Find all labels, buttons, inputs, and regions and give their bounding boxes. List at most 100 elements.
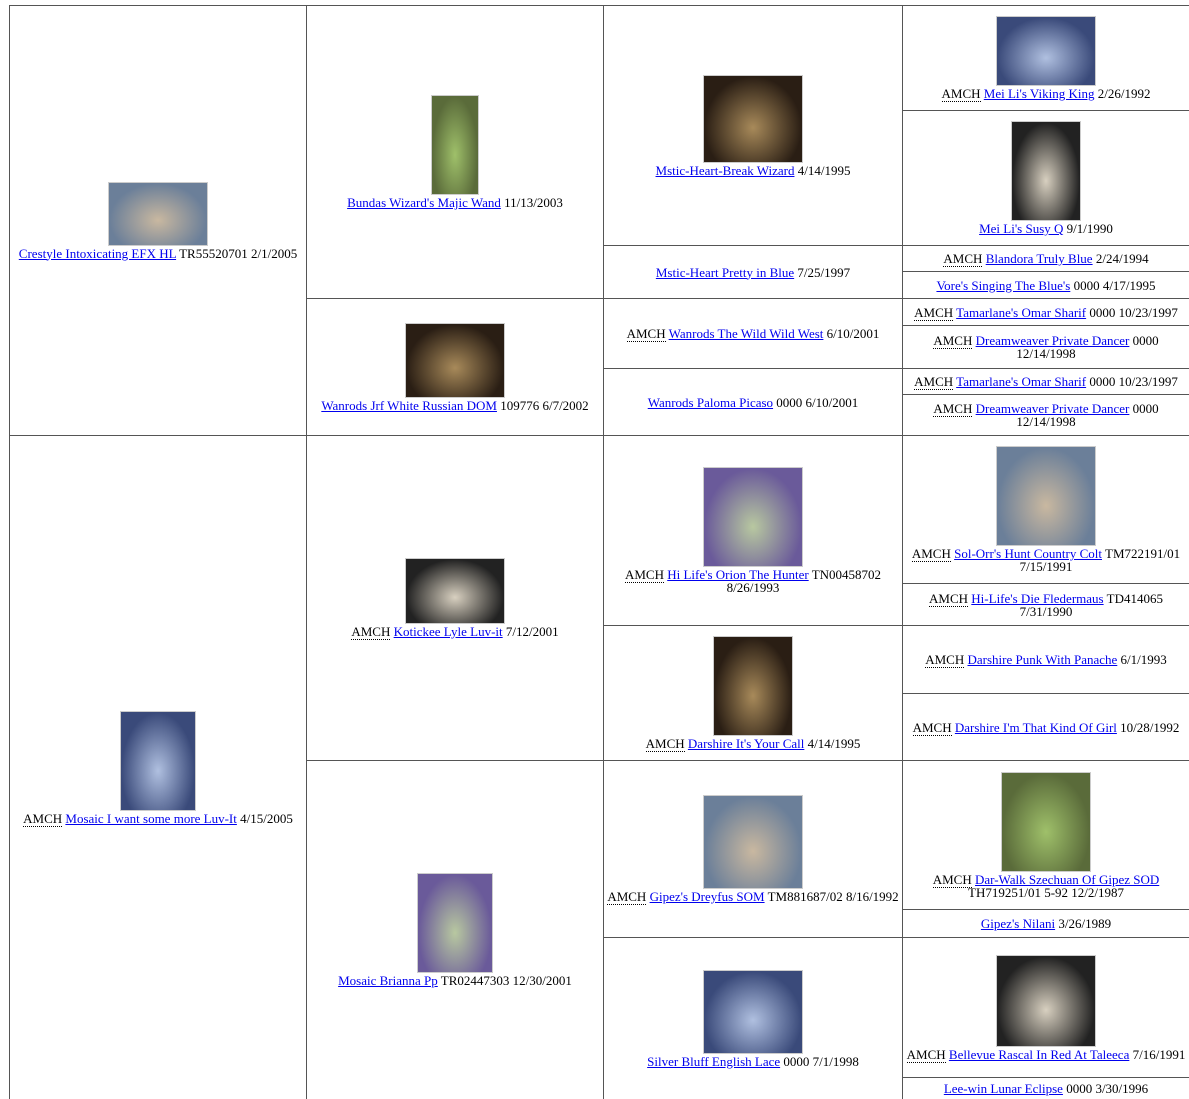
pedigree-cell: AMCH Sol-Orr's Hunt Country Colt TM72219… [902, 435, 1189, 584]
dog-link[interactable]: Bundas Wizard's Majic Wand [347, 195, 501, 210]
title-abbr: AMCH [914, 374, 954, 390]
dog-link[interactable]: Hi-Life's Die Fledermaus [971, 590, 1104, 606]
dog-entry: AMCH Dreamweaver Private Dancer 0000 12/… [905, 333, 1187, 361]
dog-link[interactable]: Darshire Punk With Panache [967, 652, 1118, 667]
pedigree-cell: Mstic-Heart-Break Wizard 4/14/1995 [603, 5, 903, 246]
title-abbr: AMCH [943, 251, 983, 267]
title-abbr: AMCH [929, 590, 969, 607]
pedigree-cell: AMCH Dar-Walk Szechuan Of Gipez SOD TH71… [902, 760, 1189, 910]
dog-info: 0000 10/23/1997 [1089, 374, 1178, 389]
dog-entry: AMCH Darshire I'm That Kind Of Girl 10/2… [912, 719, 1179, 736]
dog-entry: Bundas Wizard's Majic Wand 11/13/2003 [347, 196, 563, 209]
dog-link[interactable]: Kotickee Lyle Luv-it [393, 624, 503, 639]
dog-photo [108, 181, 208, 246]
title-abbr: AMCH [645, 736, 685, 752]
dog-link[interactable]: Mei Li's Viking King [983, 86, 1095, 101]
pedigree-cell: Lee-win Lunar Eclipse 0000 3/30/1996 [902, 1077, 1189, 1099]
dog-link[interactable]: Dar-Walk Szechuan Of Gipez SOD [975, 871, 1160, 887]
dog-photo [1001, 771, 1091, 872]
dog-info: TM881687/02 8/16/1992 [767, 889, 899, 904]
dog-link[interactable]: Blandora Truly Blue [985, 251, 1093, 266]
title-abbr: AMCH [607, 889, 647, 905]
title-abbr: AMCH [351, 624, 391, 640]
pedigree-cell: Crestyle Intoxicating EFX HL TR55520701 … [9, 5, 307, 436]
dog-link[interactable]: Tamarlane's Omar Sharif [956, 304, 1087, 320]
dog-info: 3/26/1989 [1058, 916, 1112, 931]
dog-entry: Mstic-Heart Pretty in Blue 7/25/1997 [656, 266, 850, 279]
pedigree-cell: AMCH Mosaic I want some more Luv-It 4/15… [9, 435, 307, 1099]
dog-link[interactable]: Bellevue Rascal In Red At Taleeca [948, 1046, 1130, 1062]
dog-entry: Lee-win Lunar Eclipse 0000 3/30/1996 [944, 1082, 1148, 1095]
dog-info: 0000 12/14/1998 [1016, 401, 1159, 429]
dog-entry: Wanrods Paloma Picaso 0000 6/10/2001 [648, 396, 859, 409]
dog-link[interactable]: Lee-win Lunar Eclipse [943, 1081, 1063, 1096]
dog-info: 6/1/1993 [1120, 652, 1167, 667]
dog-link[interactable]: Mstic-Heart-Break Wizard [655, 162, 795, 178]
dog-info: 2/24/1994 [1095, 251, 1149, 266]
dog-entry: AMCH Tamarlane's Omar Sharif 0000 10/23/… [914, 374, 1178, 390]
pedigree-cell: AMCH Tamarlane's Omar Sharif 0000 10/23/… [902, 298, 1189, 326]
dog-link[interactable]: Dreamweaver Private Dancer [975, 333, 1130, 348]
dog-link[interactable]: Sol-Orr's Hunt Country Colt [954, 546, 1102, 561]
title-abbr: AMCH [23, 810, 63, 827]
title-abbr: AMCH [941, 86, 981, 102]
dog-info: 0000 12/14/1998 [1016, 333, 1159, 361]
dog-link[interactable]: Wanrods Jrf White Russian DOM [321, 397, 497, 413]
dog-entry: Mstic-Heart-Break Wizard 4/14/1995 [656, 164, 851, 177]
dog-info: 0000 6/10/2001 [776, 394, 859, 410]
pedigree-cell: AMCH Hi-Life's Die Fledermaus TD414065 7… [902, 583, 1189, 626]
dog-info: TH719251/01 5-92 12/2/1987 [968, 884, 1124, 900]
dog-info: 11/13/2003 [504, 195, 563, 210]
dog-info: 0000 7/1/1998 [783, 1053, 859, 1069]
dog-photo [996, 446, 1096, 546]
title-abbr: AMCH [624, 567, 664, 583]
dog-entry: AMCH Dreamweaver Private Dancer 0000 12/… [905, 401, 1187, 429]
dog-info: 2/26/1992 [1097, 86, 1151, 101]
dog-link[interactable]: Crestyle Intoxicating EFX HL [18, 245, 177, 261]
title-abbr: AMCH [912, 719, 952, 736]
dog-link[interactable]: Darshire It's Your Call [687, 736, 805, 751]
dog-info: 7/25/1997 [797, 264, 851, 280]
dog-photo [405, 322, 505, 398]
title-abbr: AMCH [925, 652, 965, 668]
dog-photo [703, 969, 803, 1054]
dog-entry: AMCH Bellevue Rascal In Red At Taleeca 7… [906, 1046, 1185, 1063]
dog-info: TN00458702 8/26/1993 [726, 567, 882, 595]
pedigree-cell: Bundas Wizard's Majic Wand 11/13/2003 [306, 5, 604, 299]
pedigree-cell: Wanrods Paloma Picaso 0000 6/10/2001 [603, 368, 903, 436]
title-abbr: AMCH [933, 333, 973, 349]
dog-link[interactable]: Gipez's Dreyfus SOM [649, 889, 765, 904]
title-abbr: AMCH [906, 1046, 946, 1063]
dog-link[interactable]: Wanrods The Wild Wild West [668, 326, 824, 341]
title-abbr: AMCH [911, 546, 951, 562]
dog-info: TR02447303 12/30/2001 [440, 973, 572, 988]
dog-link[interactable]: Wanrods Paloma Picaso [647, 394, 774, 410]
pedigree-cell: AMCH Bellevue Rascal In Red At Taleeca 7… [902, 937, 1189, 1078]
dog-link[interactable]: Vore's Singing The Blue's [936, 277, 1071, 293]
pedigree-cell: Vore's Singing The Blue's 0000 4/17/1995 [902, 271, 1189, 299]
dog-link[interactable]: Dreamweaver Private Dancer [975, 401, 1130, 416]
dog-link[interactable]: Gipez's Nilani [980, 916, 1056, 931]
dog-photo [431, 95, 479, 195]
pedigree-cell: AMCH Wanrods The Wild Wild West 6/10/200… [603, 298, 903, 369]
dog-info: 6/10/2001 [826, 326, 880, 341]
dog-link[interactable]: Mstic-Heart Pretty in Blue [655, 264, 795, 280]
dog-photo [703, 74, 803, 163]
dog-link[interactable]: Darshire I'm That Kind Of Girl [954, 719, 1117, 735]
dog-photo [703, 467, 803, 567]
dog-entry: AMCH Mei Li's Viking King 2/26/1992 [941, 86, 1151, 102]
dog-link[interactable]: Mosaic Brianna Pp [338, 973, 438, 988]
pedigree-cell: Mstic-Heart Pretty in Blue 7/25/1997 [603, 245, 903, 299]
pedigree-cell: Mosaic Brianna Pp TR02447303 12/30/2001 [306, 760, 604, 1099]
dog-entry: AMCH Dar-Walk Szechuan Of Gipez SOD TH71… [905, 871, 1187, 900]
dog-info: 7/12/2001 [505, 624, 559, 639]
dog-link[interactable]: Mei Li's Susy Q [979, 221, 1064, 236]
dog-link[interactable]: Silver Bluff English Lace [647, 1053, 781, 1069]
dog-link[interactable]: Mosaic I want some more Luv-It [65, 810, 237, 826]
pedigree-cell: AMCH Tamarlane's Omar Sharif 0000 10/23/… [902, 368, 1189, 395]
dog-link[interactable]: Hi Life's Orion The Hunter [667, 567, 809, 582]
dog-photo [713, 636, 793, 736]
dog-link[interactable]: Tamarlane's Omar Sharif [956, 374, 1087, 389]
dog-entry: Silver Bluff English Lace 0000 7/1/1998 [647, 1055, 859, 1068]
dog-entry: Gipez's Nilani 3/26/1989 [981, 917, 1111, 930]
